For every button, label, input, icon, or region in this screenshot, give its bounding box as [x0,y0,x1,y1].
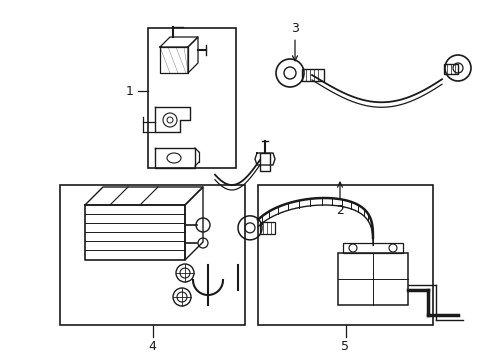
Bar [258,185,432,325]
Bar [260,222,274,234]
Bar [302,69,324,81]
Bar [342,243,402,253]
Bar [60,185,244,325]
Bar [260,153,269,171]
Bar [443,64,457,74]
Text: 2: 2 [335,182,343,216]
Text: 1: 1 [126,85,134,98]
Text: 5: 5 [341,341,349,354]
Bar [148,28,236,168]
Bar [337,253,407,305]
Text: 3: 3 [290,22,298,61]
Text: 4: 4 [148,341,156,354]
